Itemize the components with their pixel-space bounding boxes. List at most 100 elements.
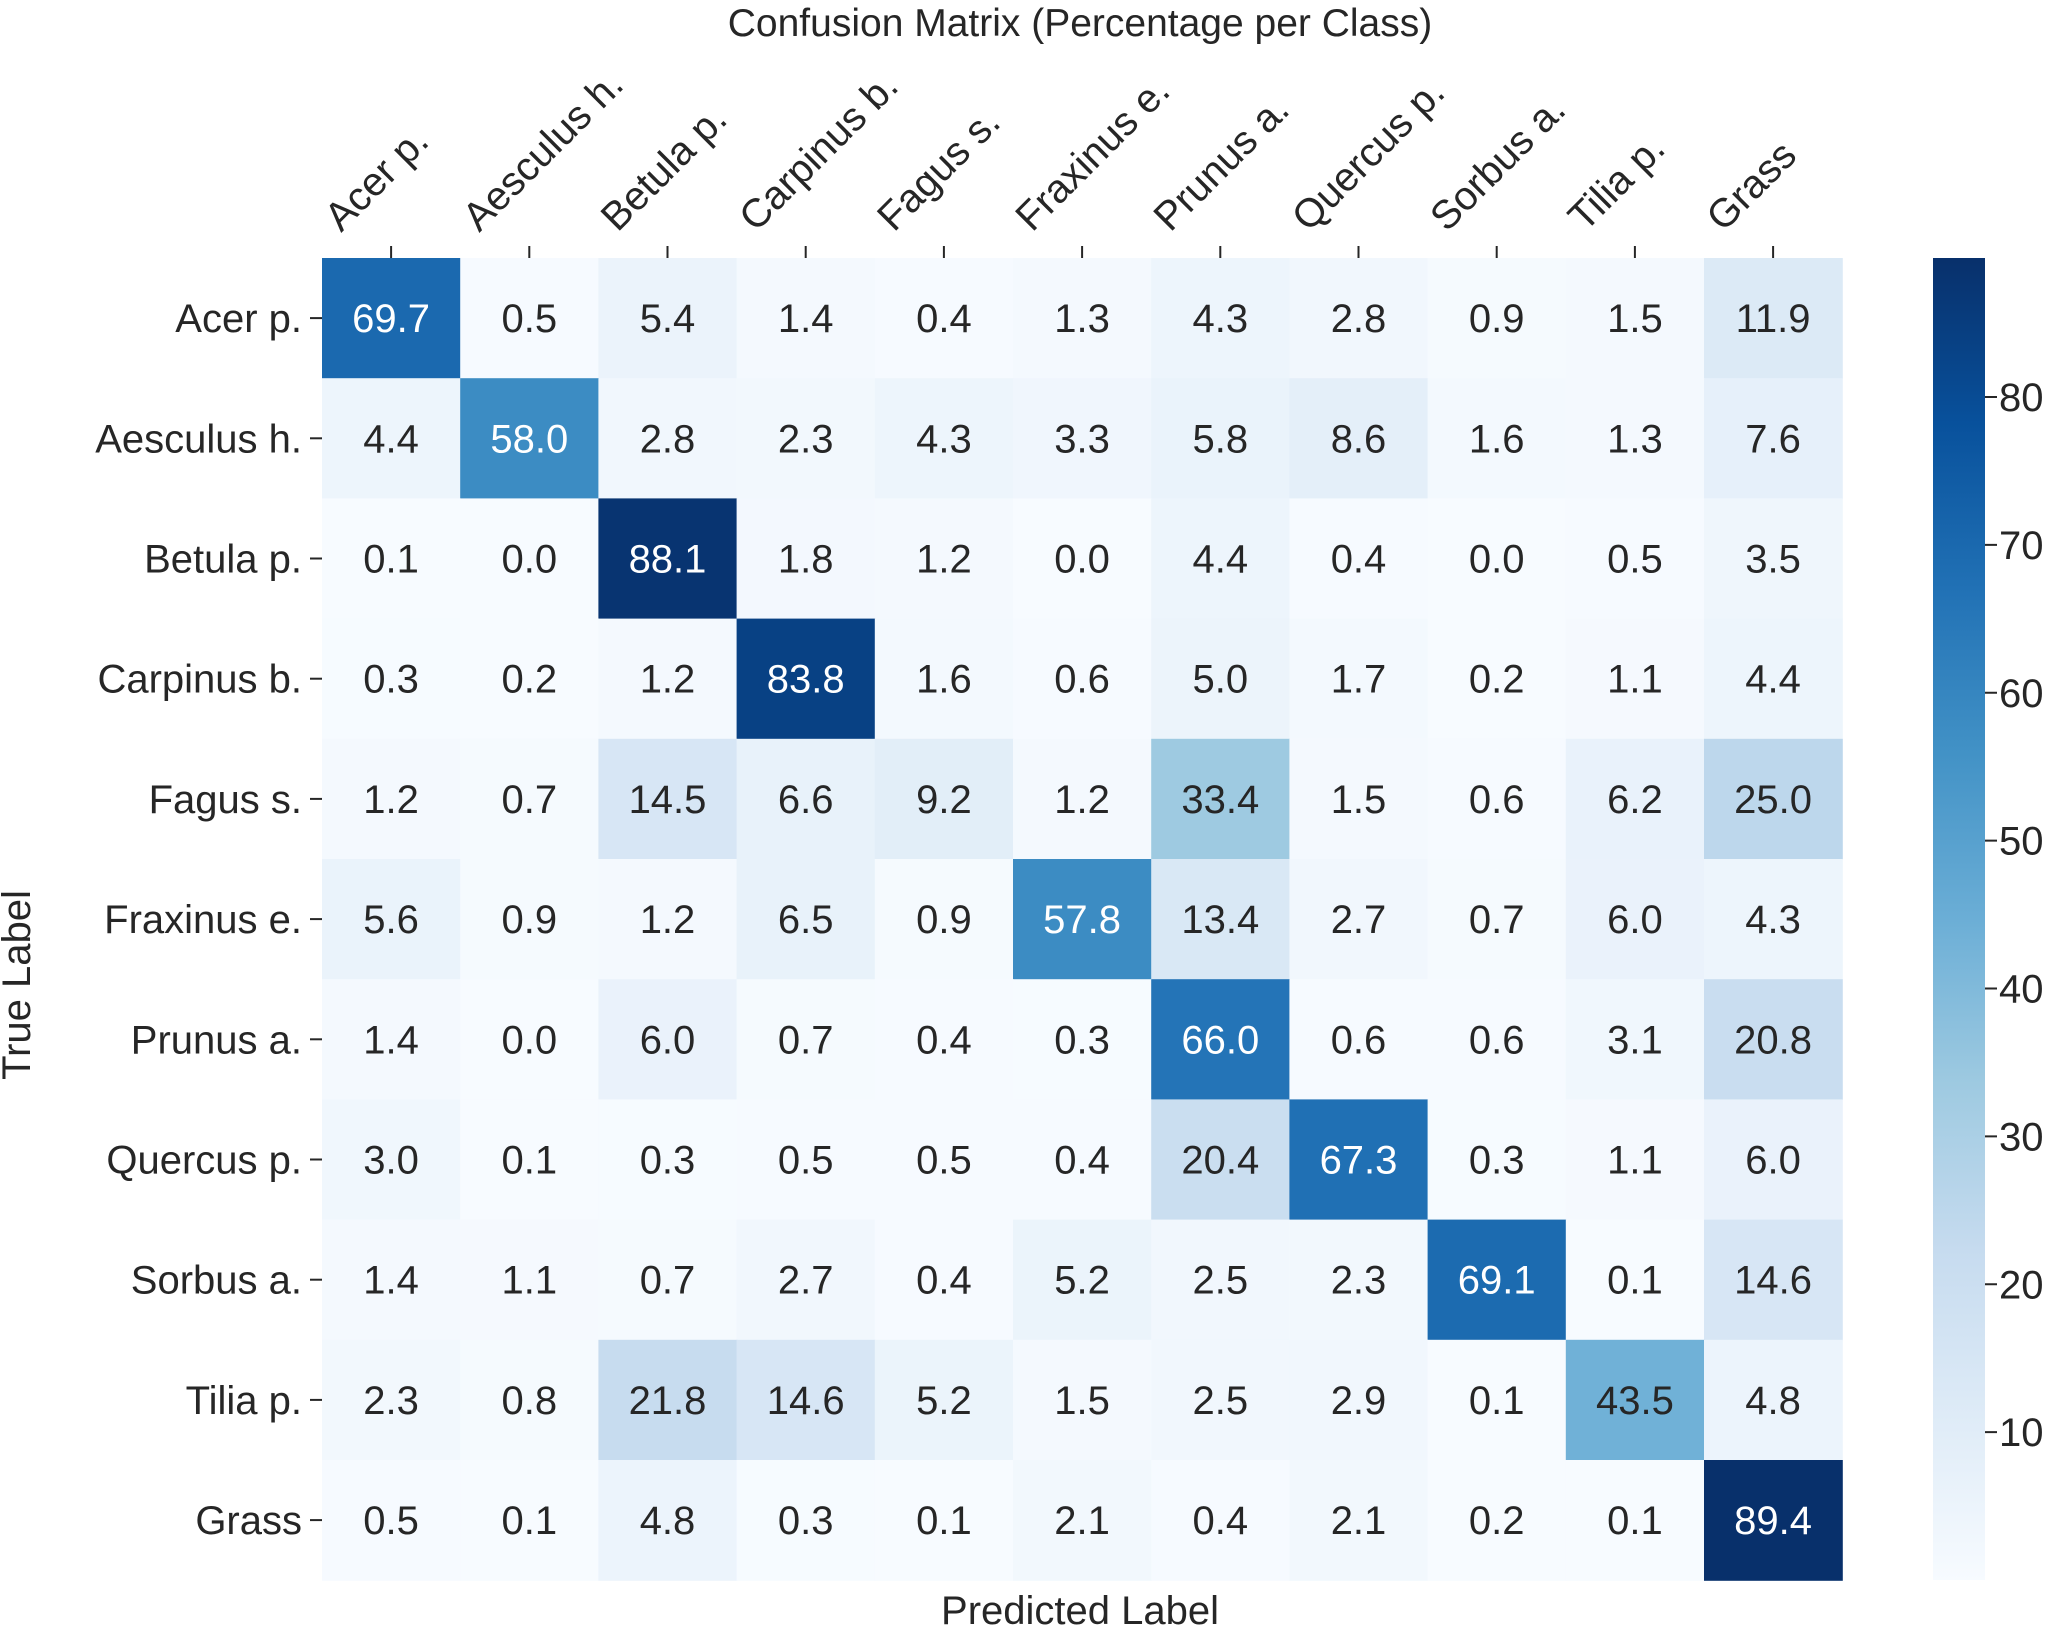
heatmap-cell <box>1289 1339 1429 1461</box>
cell-value-label: 5.2 <box>1054 1259 1110 1303</box>
cell-value-label: 4.8 <box>1745 1379 1801 1423</box>
cell-value-label: 25.0 <box>1734 778 1812 822</box>
heatmap-cell <box>460 258 599 379</box>
heatmap-cell <box>1013 1339 1152 1461</box>
cell-value-label: 5.8 <box>1192 417 1248 461</box>
heatmap-cell <box>1704 738 1843 860</box>
cell-value-label: 0.5 <box>501 297 557 341</box>
cell-value-label: 2.9 <box>1331 1379 1387 1423</box>
heatmap-cell <box>1013 1099 1152 1221</box>
heatmap-cell <box>736 1460 876 1581</box>
heatmap-cell <box>736 979 876 1100</box>
y-tick-label: Tilia p. <box>186 1379 302 1423</box>
heatmap-cell <box>322 378 461 499</box>
heatmap-cell <box>874 738 1014 860</box>
cell-value-label: 0.6 <box>1469 1018 1525 1062</box>
cell-value-label: 2.3 <box>363 1379 419 1423</box>
cell-value-label: 88.1 <box>629 538 707 582</box>
cell-value-label: 0.3 <box>778 1499 834 1543</box>
heatmap-cell <box>1013 859 1152 980</box>
heatmap-cells <box>322 258 1843 1581</box>
heatmap-cell <box>1013 498 1152 620</box>
cell-value-label: 20.8 <box>1734 1018 1812 1062</box>
cell-value-label: 0.8 <box>501 1379 557 1423</box>
cell-value-label: 83.8 <box>767 658 845 702</box>
heatmap-cell <box>598 738 738 860</box>
heatmap-cell <box>1151 1339 1290 1461</box>
cell-value-label: 1.8 <box>778 538 834 582</box>
heatmap-cell <box>1427 738 1567 860</box>
heatmap-cell <box>1427 498 1567 620</box>
heatmap-cell <box>1704 378 1843 499</box>
heatmap-cell <box>736 738 876 860</box>
cell-value-label: 0.1 <box>1607 1259 1663 1303</box>
heatmap-cell <box>874 1339 1014 1461</box>
cell-value-label: 4.3 <box>1745 898 1801 942</box>
heatmap-cell <box>1151 1460 1290 1581</box>
cell-value-label: 0.1 <box>501 1139 557 1183</box>
heatmap-cell <box>1704 1339 1843 1461</box>
cell-value-label: 89.4 <box>1734 1499 1812 1543</box>
cell-value-label: 0.3 <box>640 1139 696 1183</box>
cell-value-label: 4.3 <box>916 417 972 461</box>
heatmap-cell <box>1704 258 1843 379</box>
cell-value-label: 5.0 <box>1192 658 1248 702</box>
cell-value-label: 4.4 <box>1192 538 1248 582</box>
colorbar-tick-label: 10 <box>1999 1411 2044 1455</box>
cell-value-label: 4.3 <box>1192 297 1248 341</box>
heatmap-cell <box>322 618 461 740</box>
cell-value-label: 4.8 <box>640 1499 696 1543</box>
cell-value-label: 1.5 <box>1607 297 1663 341</box>
heatmap-cell <box>736 618 876 740</box>
cell-value-label: 69.1 <box>1458 1259 1536 1303</box>
cell-value-label: 0.5 <box>363 1499 419 1543</box>
cell-value-label: 5.2 <box>916 1379 972 1423</box>
heatmap-cell <box>874 1099 1014 1221</box>
cell-value-label: 2.8 <box>640 417 696 461</box>
cell-value-label: 3.5 <box>1745 538 1801 582</box>
cell-value-label: 0.4 <box>916 297 972 341</box>
cell-value-label: 57.8 <box>1043 898 1121 942</box>
heatmap-cell <box>1013 618 1152 740</box>
cell-value-label: 0.7 <box>1469 898 1525 942</box>
heatmap-cell <box>1704 1460 1843 1581</box>
x-axis-ticks: Acer p. Aesculus h.Betula p.Carpinus b.Fa… <box>316 62 1805 258</box>
cell-value-label: 0.4 <box>1054 1139 1110 1183</box>
cell-value-label: 13.4 <box>1181 898 1259 942</box>
cell-value-label: 4.4 <box>1745 658 1801 702</box>
cell-value-label: 0.0 <box>501 1018 557 1062</box>
cell-value-label: 1.2 <box>363 778 419 822</box>
heatmap-cell <box>1704 498 1843 620</box>
heatmap-cell <box>1013 1460 1152 1581</box>
cell-value-label: 0.7 <box>640 1259 696 1303</box>
heatmap-cell <box>1704 1219 1843 1341</box>
heatmap-cell <box>1704 618 1843 740</box>
cell-value-label: 14.5 <box>629 778 707 822</box>
heatmap-cell <box>1427 378 1567 499</box>
cell-value-label: 7.6 <box>1745 417 1801 461</box>
heatmap-cell <box>460 498 599 620</box>
heatmap-cell <box>322 1099 461 1221</box>
cell-value-label: 5.4 <box>640 297 696 341</box>
cell-value-label: 2.7 <box>778 1259 834 1303</box>
heatmap-cell <box>874 378 1014 499</box>
colorbar-tick-label: 40 <box>1999 968 2044 1012</box>
cell-value-label: 1.1 <box>1607 658 1663 702</box>
cell-value-label: 8.6 <box>1331 417 1387 461</box>
cell-value-label: 69.7 <box>352 297 430 341</box>
cell-value-label: 0.1 <box>501 1499 557 1543</box>
cell-value-label: 1.2 <box>640 898 696 942</box>
heatmap-cell <box>322 1339 461 1461</box>
cell-value-label: 1.4 <box>363 1259 419 1303</box>
cell-value-label: 6.0 <box>1745 1139 1801 1183</box>
cell-value-label: 0.5 <box>916 1139 972 1183</box>
heatmap-cell <box>1289 979 1429 1100</box>
cell-value-label: 0.2 <box>1469 1499 1525 1543</box>
cell-value-label: 2.3 <box>778 417 834 461</box>
cell-value-label: 1.1 <box>501 1259 557 1303</box>
cell-value-label: 1.5 <box>1331 778 1387 822</box>
heatmap-annotations: 69.7 0.5 5.4 1.4 0.4 1.3 4.3 2.8 0.9 1.5 11.9 4.4 58… <box>352 297 1812 1543</box>
cell-value-label: 1.6 <box>1469 417 1525 461</box>
cell-value-label: 1.7 <box>1331 658 1387 702</box>
cell-value-label: 0.1 <box>1607 1499 1663 1543</box>
